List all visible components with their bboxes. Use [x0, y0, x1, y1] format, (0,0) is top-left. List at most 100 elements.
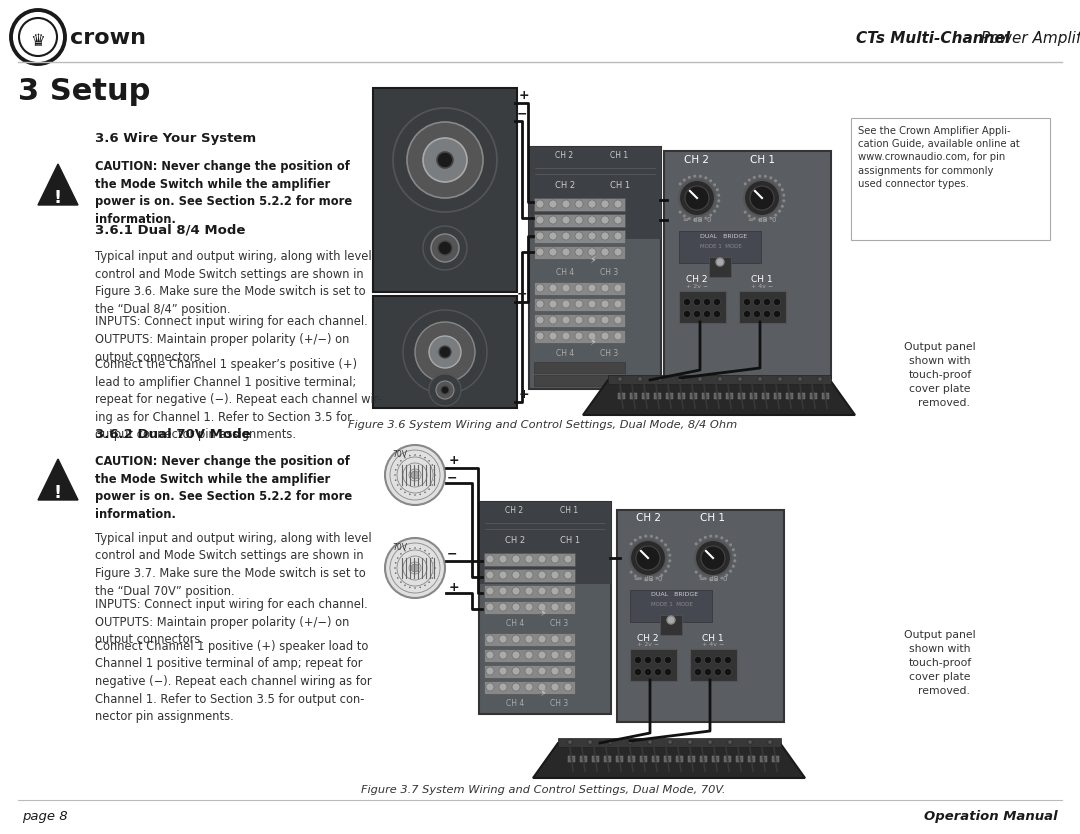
Circle shape: [710, 579, 713, 581]
Text: Typical input and output wiring, along with level
control and Mode Switch settin: Typical input and output wiring, along w…: [95, 532, 372, 597]
Circle shape: [562, 316, 570, 324]
Circle shape: [728, 740, 732, 745]
FancyBboxPatch shape: [761, 393, 769, 399]
Circle shape: [433, 572, 435, 574]
FancyBboxPatch shape: [772, 756, 780, 762]
Text: CH 2: CH 2: [637, 634, 659, 643]
FancyBboxPatch shape: [688, 756, 696, 762]
Circle shape: [664, 543, 667, 546]
FancyBboxPatch shape: [724, 756, 731, 762]
Text: Output panel
shown with
touch-proof
cover plate
  removed.: Output panel shown with touch-proof cove…: [904, 342, 976, 408]
Circle shape: [713, 209, 716, 213]
Polygon shape: [534, 743, 805, 778]
Text: Output panel
shown with
touch-proof
cover plate
  removed.: Output panel shown with touch-proof cove…: [904, 630, 976, 696]
Circle shape: [648, 740, 652, 745]
Text: Power Amplifiers: Power Amplifiers: [976, 31, 1080, 46]
Circle shape: [400, 553, 402, 555]
Circle shape: [549, 232, 557, 240]
Circle shape: [404, 585, 406, 586]
Circle shape: [499, 635, 507, 643]
Circle shape: [636, 546, 660, 570]
FancyBboxPatch shape: [747, 756, 755, 762]
Text: CAUTION: Never change the position of
the Mode Switch while the amplifier
power : CAUTION: Never change the position of th…: [95, 160, 352, 225]
Text: Figure 3.6 System Wiring and Control Settings, Dual Mode, 8/4 Ohm: Figure 3.6 System Wiring and Control Set…: [349, 420, 738, 430]
Text: INPUTS: Connect input wiring for each channel.: INPUTS: Connect input wiring for each ch…: [95, 598, 368, 611]
Text: CH 2: CH 2: [635, 513, 661, 523]
Circle shape: [764, 310, 770, 318]
FancyBboxPatch shape: [660, 615, 681, 635]
FancyBboxPatch shape: [739, 291, 786, 323]
Circle shape: [433, 469, 435, 470]
Text: ⚡: ⚡: [540, 608, 546, 618]
Circle shape: [409, 494, 410, 495]
Circle shape: [564, 555, 572, 563]
Circle shape: [438, 346, 451, 358]
Circle shape: [715, 669, 721, 676]
Text: CH 2: CH 2: [505, 536, 525, 545]
Circle shape: [538, 587, 546, 595]
Text: !: !: [54, 484, 62, 502]
Circle shape: [404, 457, 406, 459]
Circle shape: [409, 586, 410, 588]
Circle shape: [564, 635, 572, 643]
Circle shape: [575, 200, 583, 208]
FancyBboxPatch shape: [690, 393, 698, 399]
FancyBboxPatch shape: [630, 649, 677, 681]
FancyBboxPatch shape: [712, 756, 719, 762]
Circle shape: [754, 310, 760, 318]
Circle shape: [753, 217, 756, 220]
Circle shape: [419, 586, 421, 588]
Circle shape: [575, 284, 583, 292]
Circle shape: [429, 581, 430, 583]
Circle shape: [564, 667, 572, 675]
Text: +: +: [449, 581, 460, 594]
Circle shape: [536, 284, 544, 292]
Circle shape: [549, 200, 557, 208]
Circle shape: [499, 667, 507, 675]
Circle shape: [600, 248, 609, 256]
Text: 3.6 Wire Your System: 3.6 Wire Your System: [95, 132, 256, 145]
FancyBboxPatch shape: [664, 151, 831, 378]
Circle shape: [600, 316, 609, 324]
Circle shape: [588, 316, 596, 324]
FancyBboxPatch shape: [484, 649, 575, 661]
Circle shape: [769, 176, 772, 179]
Circle shape: [525, 571, 534, 579]
Circle shape: [549, 216, 557, 224]
Text: CH 1: CH 1: [702, 634, 724, 643]
Text: +: +: [519, 388, 529, 401]
FancyBboxPatch shape: [630, 393, 637, 399]
Circle shape: [395, 572, 396, 574]
Circle shape: [564, 683, 572, 691]
Circle shape: [525, 683, 534, 691]
Text: Connect the Channel 1 speaker’s positive (+)
lead to amplifier Channel 1 positiv: Connect the Channel 1 speaker’s positive…: [95, 358, 382, 441]
Circle shape: [564, 571, 572, 579]
Circle shape: [615, 284, 622, 292]
Circle shape: [588, 200, 596, 208]
Circle shape: [699, 219, 702, 221]
Text: MODE 1  MODE: MODE 1 MODE: [651, 602, 692, 607]
Circle shape: [694, 570, 698, 574]
Circle shape: [716, 205, 719, 208]
FancyBboxPatch shape: [773, 393, 781, 399]
Circle shape: [693, 219, 697, 221]
Circle shape: [715, 656, 721, 664]
FancyBboxPatch shape: [534, 298, 624, 310]
Circle shape: [744, 183, 746, 185]
Circle shape: [538, 603, 546, 611]
Circle shape: [703, 299, 711, 305]
FancyBboxPatch shape: [665, 393, 673, 399]
Circle shape: [499, 651, 507, 659]
Polygon shape: [38, 164, 78, 205]
Circle shape: [743, 299, 751, 305]
Circle shape: [683, 178, 686, 182]
Circle shape: [688, 740, 692, 745]
Circle shape: [600, 332, 609, 340]
Text: CH 2: CH 2: [505, 506, 523, 515]
Circle shape: [716, 188, 719, 191]
Circle shape: [415, 587, 416, 589]
Circle shape: [615, 332, 622, 340]
Circle shape: [525, 635, 534, 643]
Circle shape: [685, 186, 708, 210]
Text: CH 4: CH 4: [556, 349, 575, 358]
